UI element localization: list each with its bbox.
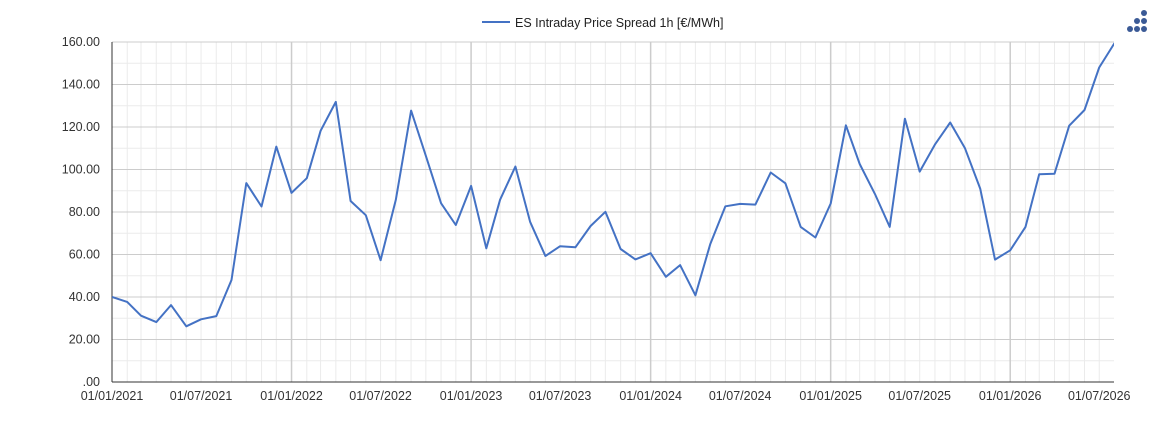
menu-dot <box>1127 26 1133 32</box>
y-tick-label: 160.00 <box>62 35 100 49</box>
legend[interactable]: ES Intraday Price Spread 1h [€/MWh] <box>482 16 723 30</box>
chart-menu-icon[interactable] <box>1122 8 1152 36</box>
x-tick-label: 01/07/2022 <box>349 389 412 403</box>
y-tick-label: 120.00 <box>62 120 100 134</box>
x-tick-label: 01/07/2021 <box>170 389 233 403</box>
menu-dot <box>1134 18 1140 24</box>
y-tick-label: 40.00 <box>69 290 100 304</box>
menu-dot <box>1141 18 1147 24</box>
x-axis-tick-labels: 01/01/2021 01/07/2021 01/01/2022 01/07/2022… <box>81 389 1131 403</box>
x-tick-label: 01/07/2024 <box>709 389 772 403</box>
axes <box>111 42 1114 383</box>
y-tick-label: .00 <box>83 375 100 389</box>
y-axis-tick-labels: .00 20.00 40.00 60.00 80.00 100.00 120.00 140.0… <box>62 35 100 389</box>
legend-label: ES Intraday Price Spread 1h [€/MWh] <box>515 16 723 30</box>
x-tick-label: 01/01/2026 <box>979 389 1042 403</box>
menu-dot <box>1141 26 1147 32</box>
y-tick-label: 140.00 <box>62 78 100 92</box>
x-tick-label: 01/01/2023 <box>440 389 503 403</box>
x-tick-label: 01/07/2023 <box>529 389 592 403</box>
menu-dot <box>1134 26 1140 32</box>
y-tick-label: 80.00 <box>69 205 100 219</box>
series-layer <box>112 42 1114 328</box>
menu-dot <box>1141 10 1147 16</box>
x-tick-label: 01/01/2024 <box>619 389 682 403</box>
series-line <box>112 42 1114 328</box>
y-tick-label: 60.00 <box>69 248 100 262</box>
x-tick-label: 01/01/2022 <box>260 389 323 403</box>
x-tick-label: 01/07/2025 <box>888 389 951 403</box>
y-tick-label: 20.00 <box>69 333 100 347</box>
x-tick-label: 01/07/2026 <box>1068 389 1131 403</box>
x-tick-label: 01/01/2025 <box>799 389 862 403</box>
x-tick-label: 01/01/2021 <box>81 389 144 403</box>
y-tick-label: 100.00 <box>62 163 100 177</box>
major-grid <box>112 41 1114 382</box>
